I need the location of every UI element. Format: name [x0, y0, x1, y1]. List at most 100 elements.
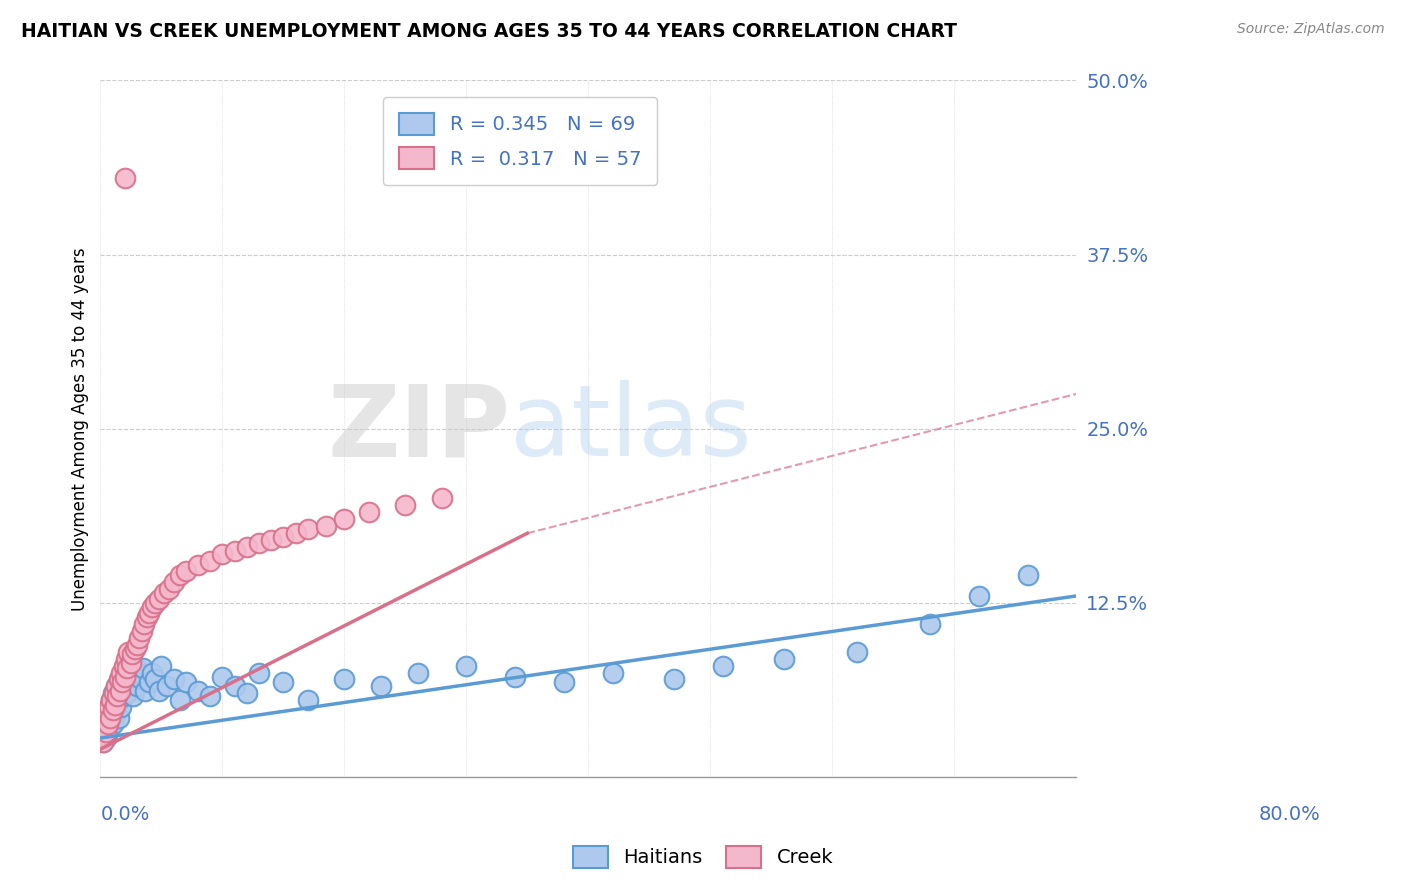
Point: [104, 698, 127, 712]
Point: [134, 683, 156, 698]
Point: [97, 700, 120, 714]
Point: [91, 735, 114, 749]
Point: [100, 693, 122, 707]
Point: [120, 675, 142, 690]
Point: [406, 665, 429, 680]
Point: [148, 683, 170, 698]
Point: [169, 693, 191, 707]
Point: [115, 673, 138, 687]
Point: [115, 661, 138, 675]
Point: [93, 714, 115, 729]
Point: [115, 686, 138, 700]
Point: [772, 651, 794, 665]
Point: [236, 540, 259, 554]
Point: [125, 680, 148, 694]
Point: [110, 665, 132, 680]
Point: [101, 686, 124, 700]
Point: [96, 731, 118, 745]
Point: [107, 673, 129, 687]
Point: [430, 491, 453, 506]
Point: [115, 651, 138, 665]
Point: [662, 673, 685, 687]
Point: [711, 658, 734, 673]
Point: [91, 735, 114, 749]
Text: 80.0%: 80.0%: [1258, 805, 1320, 824]
Point: [93, 721, 115, 735]
Point: [107, 690, 129, 704]
Point: [132, 661, 155, 675]
Point: [112, 658, 135, 673]
Point: [198, 690, 221, 704]
Point: [96, 707, 118, 722]
Point: [143, 673, 166, 687]
Point: [117, 665, 139, 680]
Point: [98, 711, 121, 725]
Point: [273, 675, 295, 690]
Point: [112, 690, 135, 704]
Text: ZIP: ZIP: [328, 380, 510, 477]
Point: [297, 522, 319, 536]
Point: [211, 670, 233, 684]
Point: [236, 686, 259, 700]
Point: [156, 680, 179, 694]
Point: [124, 641, 146, 656]
Legend: Haitians, Creek: Haitians, Creek: [564, 836, 842, 878]
Point: [162, 574, 184, 589]
Point: [122, 690, 145, 704]
Point: [169, 568, 191, 582]
Text: Source: ZipAtlas.com: Source: ZipAtlas.com: [1237, 22, 1385, 37]
Point: [333, 673, 356, 687]
Point: [247, 536, 270, 550]
Point: [260, 533, 283, 548]
Point: [103, 686, 125, 700]
Point: [90, 728, 112, 742]
Point: [103, 703, 125, 717]
Point: [174, 564, 197, 578]
Point: [94, 714, 117, 729]
Point: [456, 658, 478, 673]
Point: [105, 707, 128, 722]
Point: [150, 658, 173, 673]
Point: [284, 526, 307, 541]
Point: [224, 680, 246, 694]
Point: [503, 670, 526, 684]
Point: [211, 547, 233, 561]
Point: [111, 670, 134, 684]
Point: [110, 700, 132, 714]
Point: [96, 707, 118, 722]
Point: [148, 591, 170, 606]
Point: [94, 721, 117, 735]
Point: [315, 519, 337, 533]
Text: 0.0%: 0.0%: [100, 805, 149, 824]
Point: [100, 693, 122, 707]
Y-axis label: Unemployment Among Ages 35 to 44 years: Unemployment Among Ages 35 to 44 years: [72, 247, 89, 610]
Point: [114, 680, 136, 694]
Point: [108, 693, 131, 707]
Point: [101, 717, 124, 731]
Point: [845, 645, 868, 659]
Point: [121, 670, 143, 684]
Point: [125, 638, 148, 652]
Point: [90, 728, 112, 742]
Point: [297, 693, 319, 707]
Point: [97, 700, 120, 714]
Point: [157, 582, 180, 596]
Point: [333, 512, 356, 526]
Point: [187, 683, 209, 698]
Point: [117, 645, 139, 659]
Point: [553, 675, 575, 690]
Point: [124, 658, 146, 673]
Point: [108, 683, 131, 698]
Point: [162, 673, 184, 687]
Point: [134, 616, 156, 631]
Point: [394, 499, 416, 513]
Point: [152, 586, 174, 600]
Point: [105, 680, 128, 694]
Point: [918, 616, 941, 631]
Legend: R = 0.345   N = 69, R =  0.317   N = 57: R = 0.345 N = 69, R = 0.317 N = 57: [384, 97, 657, 185]
Point: [97, 725, 120, 739]
Point: [111, 675, 134, 690]
Point: [187, 558, 209, 573]
Text: atlas: atlas: [510, 380, 752, 477]
Point: [247, 665, 270, 680]
